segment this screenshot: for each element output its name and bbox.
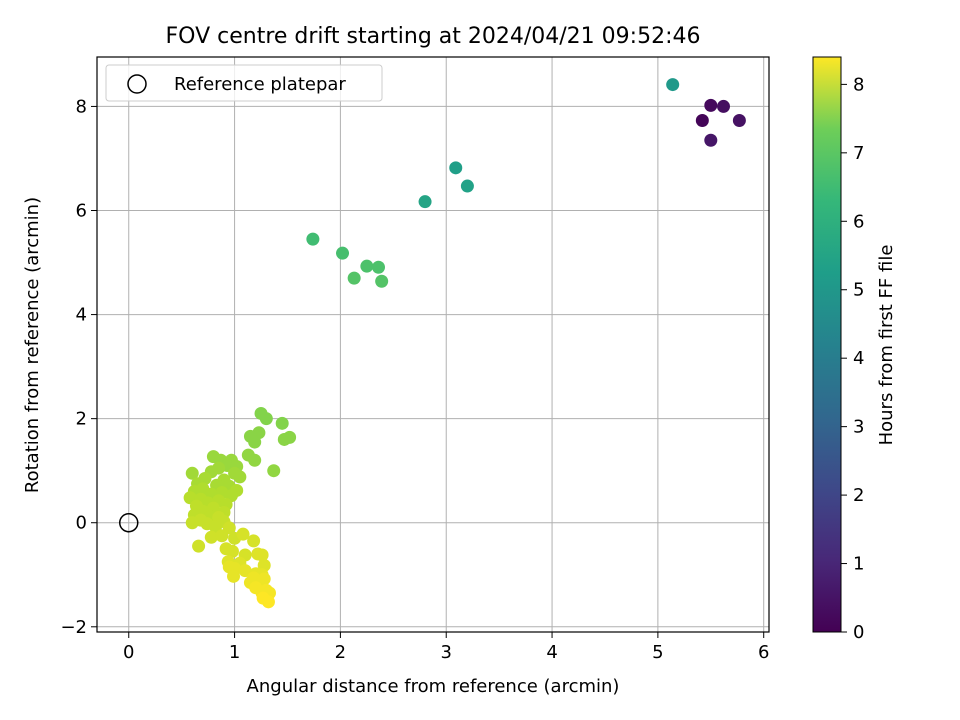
colorbar-tick-label: 5: [853, 280, 864, 301]
plot-frame: [96, 56, 770, 633]
data-point: [277, 432, 291, 446]
colorbar-gradient: [812, 56, 842, 633]
data-point: [238, 564, 252, 578]
colorbar-tick-label: 1: [853, 554, 864, 575]
x-tick-label: 2: [335, 642, 346, 663]
data-point: [460, 179, 474, 193]
x-tick-label: 5: [652, 642, 663, 663]
data-point: [704, 98, 718, 112]
data-point: [306, 232, 320, 246]
data-point: [259, 412, 273, 426]
data-point: [732, 113, 746, 127]
data-point: [371, 260, 385, 274]
data-point: [248, 453, 262, 467]
data-point: [204, 530, 218, 544]
x-axis-label: Angular distance from reference (arcmin): [247, 676, 620, 697]
data-point: [248, 435, 262, 449]
x-tick-label: 4: [546, 642, 557, 663]
y-tick-label: 8: [76, 96, 87, 117]
data-point: [236, 527, 250, 541]
legend: Reference platepar: [105, 64, 383, 102]
colorbar: 0 1 2 3 4 5 6 7 8 Hours from first FF file: [812, 56, 897, 643]
colorbar-tick-label: 2: [853, 485, 864, 506]
data-point: [247, 534, 261, 548]
grid-lines: [97, 57, 769, 632]
data-point: [695, 113, 709, 127]
data-point: [192, 539, 206, 553]
colorbar-tick-label: 4: [853, 348, 864, 369]
chart-title: FOV centre drift starting at 2024/04/21 …: [166, 24, 701, 49]
x-axis-ticks: 0 1 2 3 4 5 6: [123, 632, 769, 663]
data-point: [255, 548, 269, 562]
data-point: [275, 416, 289, 430]
y-tick-label: −2: [60, 617, 87, 638]
data-point: [185, 516, 199, 530]
data-point: [185, 466, 199, 480]
x-tick-label: 0: [123, 642, 134, 663]
data-point: [227, 569, 241, 583]
data-points: [183, 78, 746, 609]
colorbar-tick-label: 8: [853, 74, 864, 95]
colorbar-tick-label: 0: [853, 622, 864, 643]
data-point: [716, 99, 730, 113]
colorbar-tick-label: 6: [853, 211, 864, 232]
y-axis-label: Rotation from reference (arcmin): [22, 197, 43, 493]
y-tick-label: 2: [76, 409, 87, 430]
colorbar-ticks: 0 1 2 3 4 5 6 7 8: [841, 74, 864, 643]
data-point: [449, 161, 463, 175]
y-tick-label: 6: [76, 201, 87, 222]
data-point: [360, 259, 374, 273]
legend-marker-reference: [127, 74, 147, 94]
y-tick-label: 0: [76, 513, 87, 534]
data-point: [233, 470, 247, 484]
colorbar-label: Hours from first FF file: [876, 245, 897, 446]
data-point: [375, 274, 389, 288]
data-point: [666, 78, 680, 92]
data-point: [215, 529, 229, 543]
reference-platepar-marker: [118, 512, 139, 533]
x-tick-label: 1: [229, 642, 240, 663]
data-point: [225, 544, 239, 558]
y-tick-label: 4: [76, 305, 87, 326]
data-point: [347, 271, 361, 285]
data-point: [418, 195, 432, 209]
data-point: [336, 246, 350, 260]
legend-label-reference: Reference platepar: [174, 74, 346, 95]
data-point: [704, 133, 718, 147]
data-point: [267, 464, 281, 478]
colorbar-tick-label: 7: [853, 143, 864, 164]
data-point: [261, 595, 275, 609]
colorbar-tick-label: 3: [853, 417, 864, 438]
y-axis-ticks: −2 0 2 4 6 8: [60, 96, 97, 638]
x-tick-label: 6: [758, 642, 769, 663]
legend-box: [105, 64, 383, 102]
x-tick-label: 3: [441, 642, 452, 663]
